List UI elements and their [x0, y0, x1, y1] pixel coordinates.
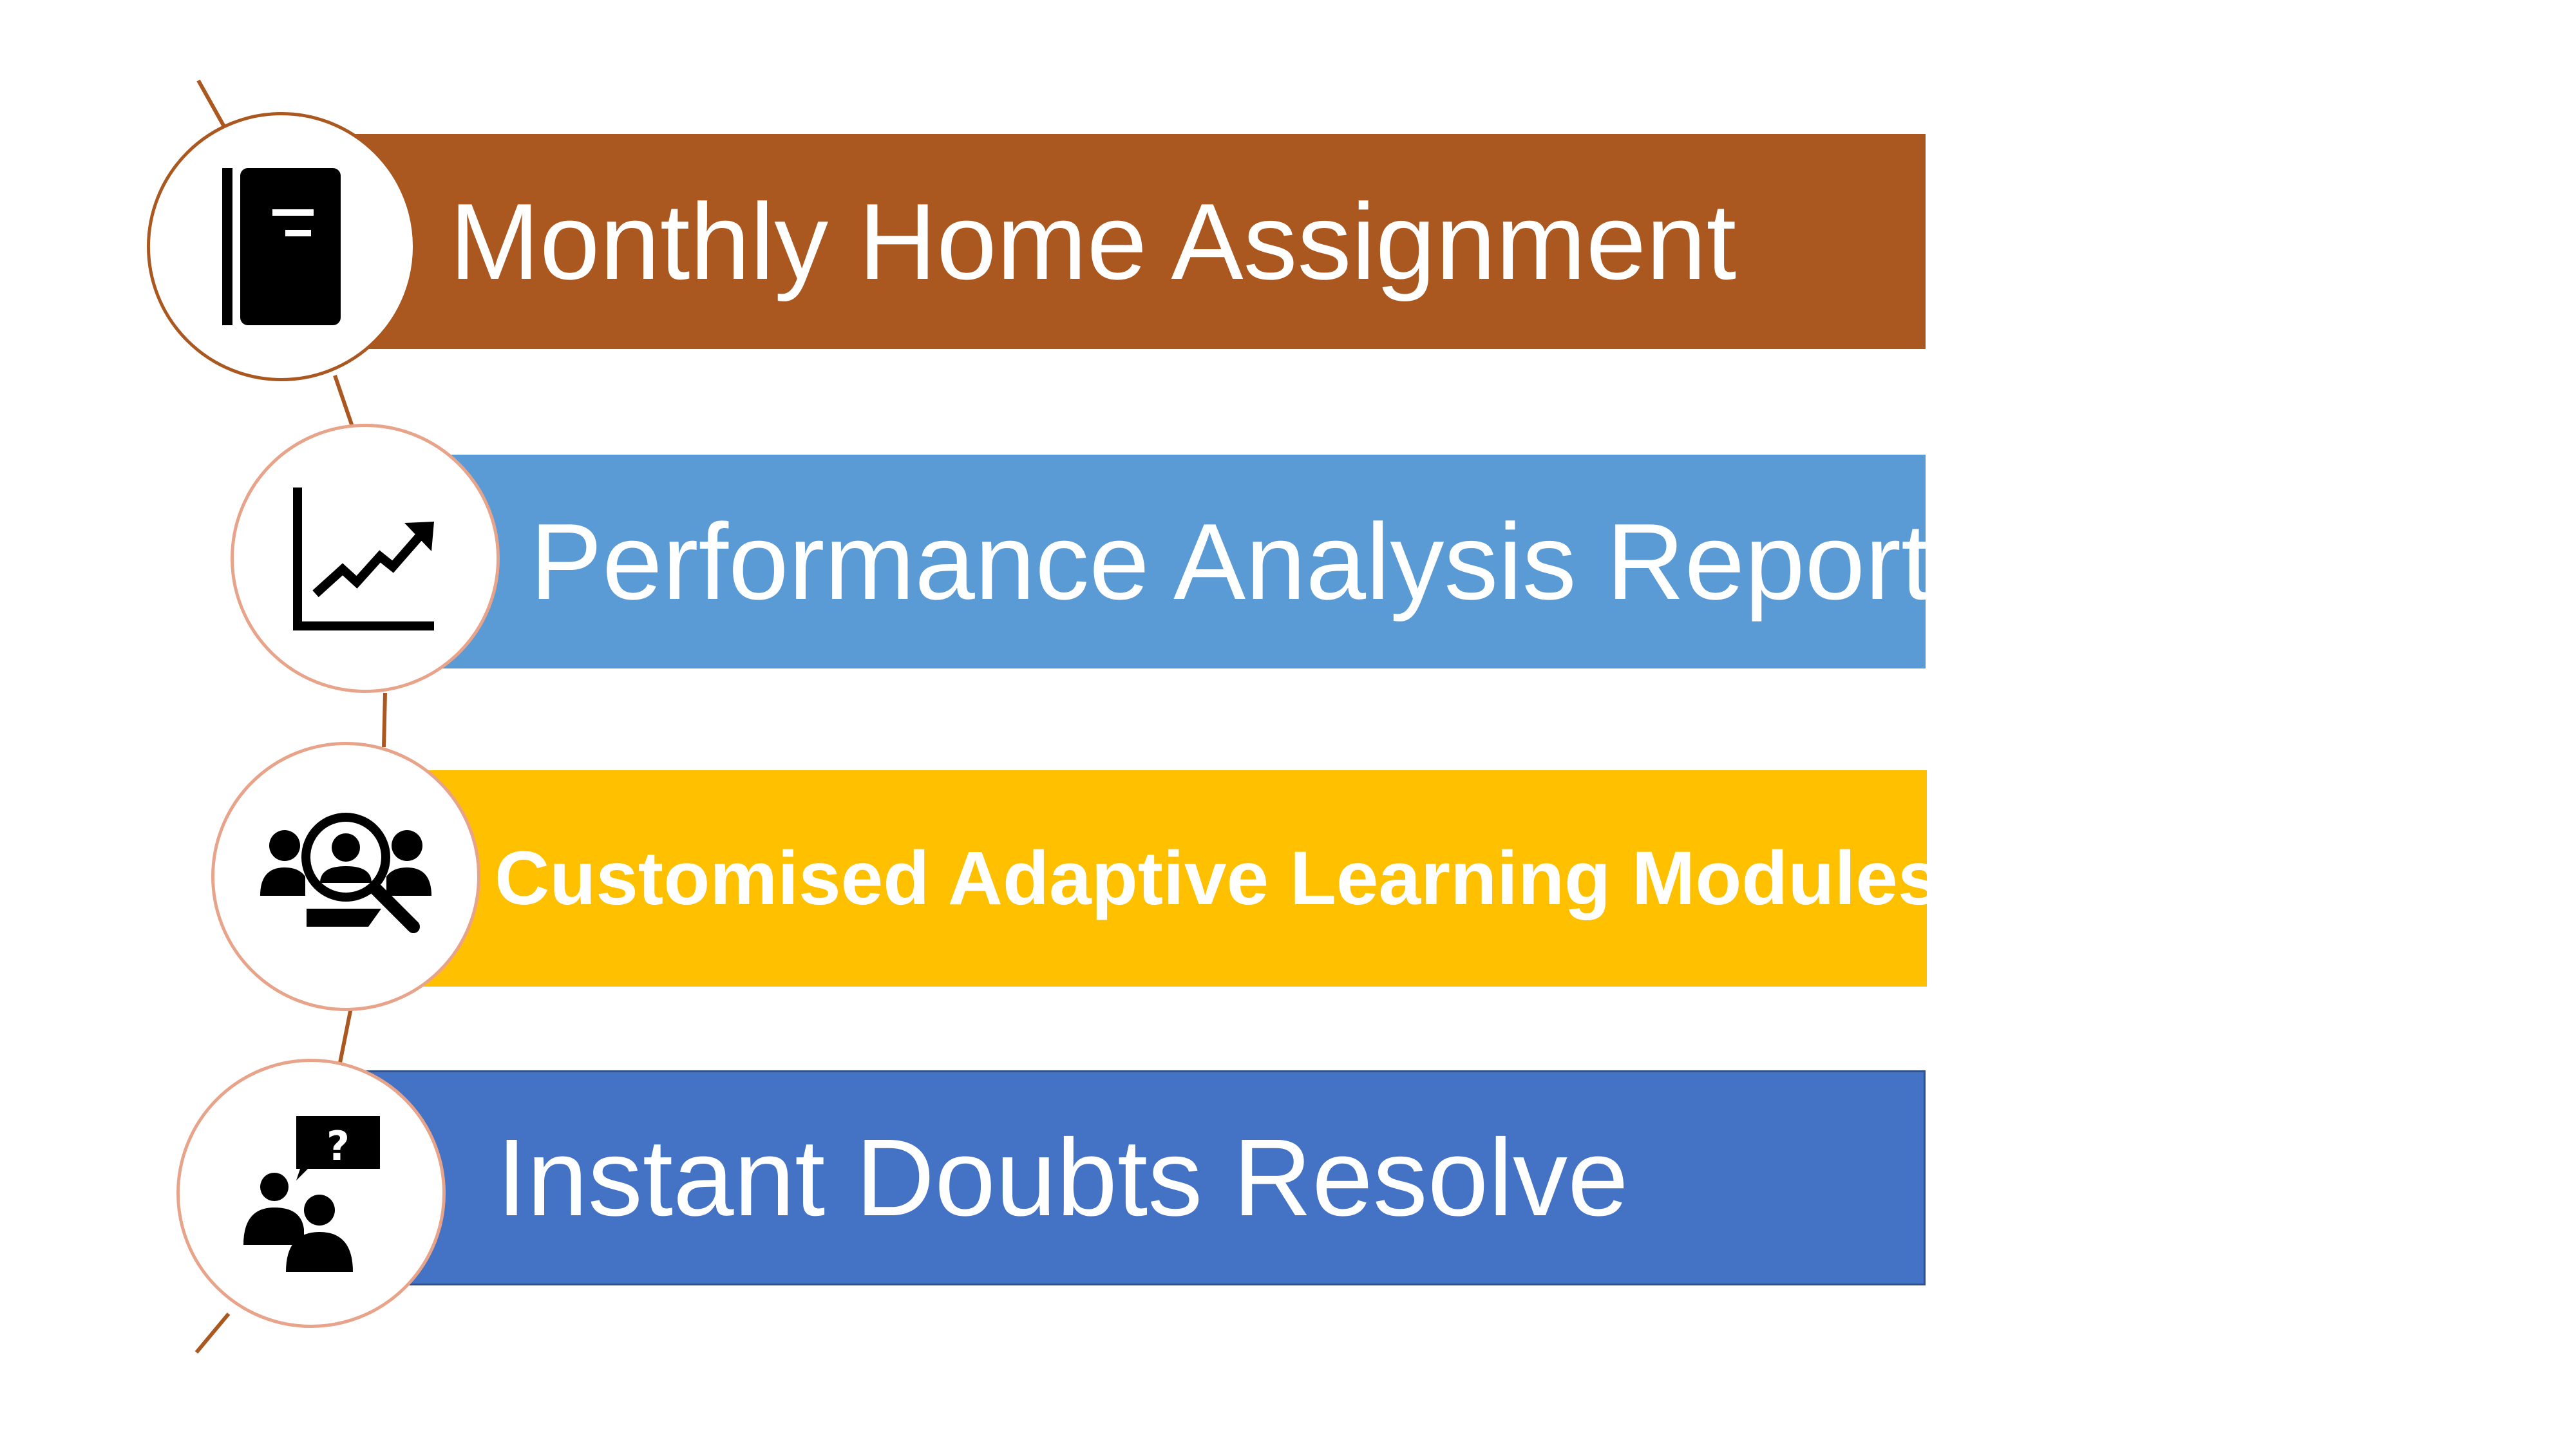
step-label: Instant Doubts Resolve — [497, 1117, 1629, 1239]
svg-text:?: ? — [327, 1122, 350, 1170]
step-label: Performance Analysis Report — [530, 500, 1931, 622]
step-label: Monthly Home Assignment — [450, 180, 1737, 302]
step-icon-circle — [211, 742, 480, 1011]
step-icon-circle: ? — [176, 1059, 446, 1328]
step-bar-performance-analysis-report: Performance Analysis Report — [398, 455, 1931, 668]
step-icon-circle — [147, 112, 416, 381]
step-bar-instant-doubts-resolve: Instant Doubts Resolve — [353, 1070, 1926, 1285]
step-bar-customised-adaptive-learning-modules: Customised Adaptive Learning Modules — [379, 770, 1940, 987]
trend-chart-icon — [291, 484, 439, 632]
book-icon — [217, 163, 346, 330]
question-discussion-icon: ? — [237, 1110, 385, 1277]
step-icon-circle — [231, 424, 500, 693]
user-search-icon — [259, 812, 433, 941]
step-label: Customised Adaptive Learning Modules — [495, 836, 1940, 921]
step-bar-monthly-home-assignment: Monthly Home Assignment — [334, 134, 1926, 349]
